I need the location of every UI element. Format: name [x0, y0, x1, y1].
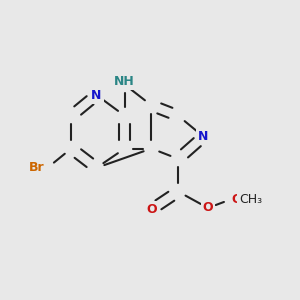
Text: CH₃: CH₃	[239, 193, 262, 206]
Text: N: N	[198, 130, 209, 143]
Text: Br: Br	[29, 161, 44, 174]
Text: N: N	[91, 88, 102, 101]
Text: O: O	[146, 203, 157, 216]
Text: O: O	[202, 202, 213, 214]
Text: O: O	[232, 193, 242, 206]
Text: NH: NH	[114, 75, 135, 88]
